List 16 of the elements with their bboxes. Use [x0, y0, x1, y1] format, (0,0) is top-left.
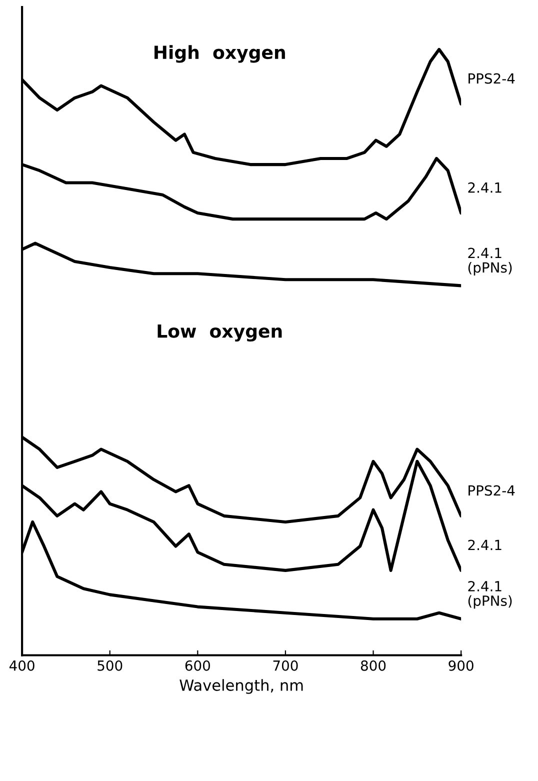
text: (pPNs): [468, 595, 512, 609]
x-axis-title: Wavelength, nm: [180, 679, 303, 694]
x-tick-label: 700: [273, 660, 298, 671]
series-label: 2.4.1: [468, 182, 502, 193]
x-tick-label: 600: [185, 660, 210, 671]
x-tick-label: 400: [9, 660, 34, 671]
series-label: 2.4.1: [468, 580, 502, 592]
series-label: 2.4.1 (pPNs): [468, 248, 512, 276]
annotation: Low oxygen: [158, 324, 282, 342]
annotation: High oxygen: [154, 45, 285, 63]
series-label: PPS2-4: [468, 73, 515, 84]
x-tick-label: 900: [448, 660, 474, 671]
series-label: PPS2-4: [468, 485, 515, 496]
x-tick-label: 800: [360, 660, 386, 671]
text: 2.4.1: [468, 540, 502, 550]
x-tick-label: 500: [98, 660, 122, 671]
